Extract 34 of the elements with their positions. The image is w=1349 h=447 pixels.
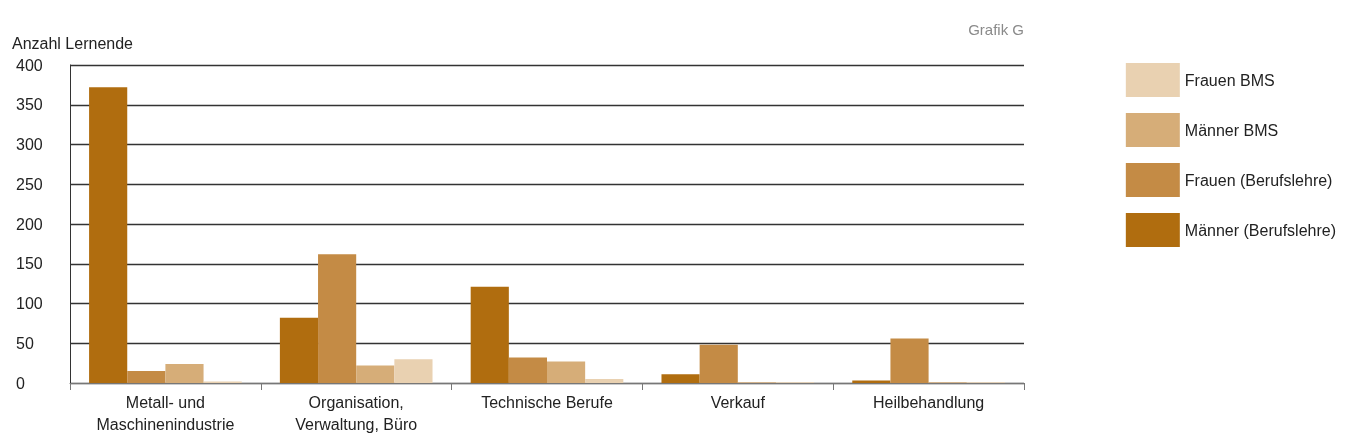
bar [127, 371, 166, 383]
y-tick-label: 50 [16, 334, 34, 352]
bar [394, 359, 433, 383]
bar [470, 286, 509, 383]
y-tick-label: 200 [16, 215, 43, 233]
y-tick-label: 250 [16, 175, 43, 193]
legend-label: Frauen BMS [1184, 71, 1275, 89]
bar [661, 374, 700, 383]
x-tick-label: Technische Berufe [481, 393, 613, 411]
bar [356, 365, 395, 383]
text: Grafik G [968, 21, 1024, 38]
legend-label: Männer (Berufslehre) [1184, 221, 1336, 239]
y-tick-label: 100 [16, 295, 43, 312]
legend-label: Frauen (Berufslehre) [1184, 171, 1333, 189]
y-tick-label: 350 [16, 96, 43, 114]
y-tick-label: 300 [16, 136, 43, 153]
x-tick-label: Heilbehandlung [873, 393, 985, 411]
x-tick-label: Organisation, Verwaltung, Büro [295, 393, 418, 433]
bar [279, 317, 319, 383]
bar [508, 357, 547, 383]
y-tick-label: 0 [16, 374, 25, 392]
bar [585, 379, 624, 383]
legend-label: Männer BMS [1184, 121, 1279, 139]
bar [547, 361, 586, 383]
bar [165, 363, 204, 383]
x-tick-label: Verkauf [710, 393, 766, 411]
bar [89, 87, 128, 383]
bar [318, 254, 357, 383]
bar [890, 338, 929, 383]
y-axis-title: Anzahl Lernende [12, 34, 134, 52]
y-tick-label: 400 [16, 56, 43, 74]
x-tick-label: Metall- und Maschinenindustrie [96, 393, 235, 433]
y-tick-label: 150 [16, 255, 43, 273]
bar [699, 344, 738, 383]
